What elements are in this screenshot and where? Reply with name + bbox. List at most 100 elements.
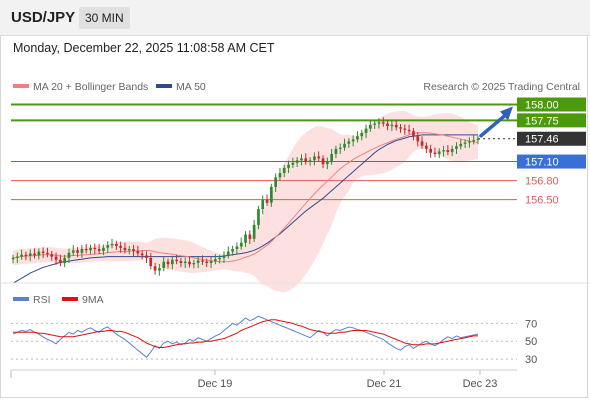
candle-body — [295, 160, 299, 163]
ma50-line — [12, 134, 478, 284]
candle-body — [403, 128, 407, 130]
candle-body — [446, 150, 450, 152]
candle-body — [472, 140, 476, 142]
candle-body — [235, 246, 239, 249]
candle-body — [89, 247, 92, 251]
candle-body — [93, 247, 97, 250]
rsi-lines — [12, 315, 479, 359]
chart-header: USD/JPY 30 MIN — [0, 0, 590, 36]
candle-body — [127, 249, 131, 251]
candle-body — [476, 138, 480, 140]
candle-body — [291, 162, 295, 165]
candle-body — [442, 150, 445, 152]
candle-body — [192, 263, 196, 265]
level-tag-158-00 — [517, 97, 586, 112]
level-lines — [11, 103, 517, 201]
candle-body — [158, 268, 161, 271]
candle-body — [330, 154, 333, 162]
candle-body — [364, 128, 368, 133]
candle-body — [369, 124, 372, 129]
candle-body — [76, 250, 79, 253]
candle-body — [231, 249, 234, 252]
bollinger-bands — [13, 110, 478, 293]
candle-body — [321, 158, 325, 165]
candle-body — [16, 256, 19, 258]
candle-body — [381, 122, 385, 124]
candle-body — [59, 259, 62, 263]
candle-body — [338, 147, 342, 149]
candle-body — [377, 122, 381, 124]
level-tag-157-10 — [517, 154, 586, 169]
ma20-legend-label: MA 20 + Bollinger Bands — [33, 81, 148, 93]
candle-body — [459, 143, 463, 147]
candle-body — [252, 224, 256, 239]
candle-body — [115, 244, 118, 246]
candle-body — [119, 245, 122, 248]
candle-body — [153, 266, 157, 271]
candle-body — [106, 245, 110, 248]
candle-body — [28, 253, 32, 256]
symbol-title: USD/JPY — [11, 9, 76, 26]
interval-button[interactable]: 30 MIN — [79, 7, 130, 29]
candle-body — [102, 247, 105, 251]
candle-body — [63, 257, 66, 263]
candle-body — [209, 261, 213, 263]
rsi-line — [12, 315, 479, 359]
candle-body — [222, 255, 226, 258]
candle-body — [183, 261, 187, 263]
candle-body — [196, 260, 200, 263]
candle-body — [244, 234, 247, 243]
candle-body — [80, 249, 84, 253]
candle-body — [201, 260, 204, 262]
x-tick-label: Dec 19 — [198, 378, 233, 390]
candle-body — [136, 250, 140, 254]
candle-body — [343, 143, 346, 148]
candle-body — [179, 261, 183, 263]
candle-body — [270, 186, 273, 203]
candle-body — [37, 251, 41, 256]
candle-body — [20, 254, 23, 257]
x-tick-label: Dec 21 — [367, 378, 402, 390]
candle-body — [313, 156, 316, 161]
level-label-157-75: 157.75 — [525, 115, 559, 127]
arrow-head — [500, 106, 513, 121]
candle-body — [132, 249, 135, 251]
level-labels: 158.00 157.75 157.46 157.10 156.80 156.50 — [517, 97, 586, 207]
rsi-tick-label-30: 30 — [525, 354, 537, 366]
candle-body — [257, 209, 260, 225]
candle-body — [46, 252, 49, 255]
candle-body — [24, 254, 28, 256]
candle-body — [145, 255, 148, 258]
candle-body — [205, 261, 209, 263]
arrow-shaft — [479, 113, 507, 138]
candle-body — [239, 242, 243, 247]
candle-body — [226, 251, 230, 256]
rsi-legend-label: RSI — [33, 294, 51, 306]
candle-body — [468, 141, 471, 143]
candle-body — [407, 129, 411, 132]
x-tick-label: Dec 23 — [463, 378, 498, 390]
candle-body — [300, 158, 303, 161]
candle-body — [386, 123, 389, 126]
rsi-tick-label-50: 50 — [525, 336, 537, 348]
candle-body — [41, 251, 45, 253]
candle-body — [347, 141, 351, 144]
candle-body — [429, 148, 432, 153]
chart-timestamp: Monday, December 22, 2025 11:08:58 AM CE… — [13, 41, 275, 55]
candle-body — [412, 131, 415, 137]
candle-body — [274, 177, 277, 187]
level-tag-157-75 — [517, 113, 586, 128]
candle-body — [84, 249, 88, 251]
candle-body — [214, 259, 217, 262]
candle-body — [282, 167, 286, 173]
x-axis-ticks: Dec 19 Dec 21 Dec 23 — [198, 370, 498, 390]
candle-body — [175, 259, 178, 262]
candle-body — [394, 124, 398, 128]
level-label-157-10: 157.10 — [525, 157, 559, 169]
candle-body — [437, 151, 441, 154]
candle-body — [265, 199, 269, 203]
candle-body — [450, 148, 454, 153]
level-tag-157-46 — [517, 131, 586, 146]
candle-body — [356, 136, 359, 140]
